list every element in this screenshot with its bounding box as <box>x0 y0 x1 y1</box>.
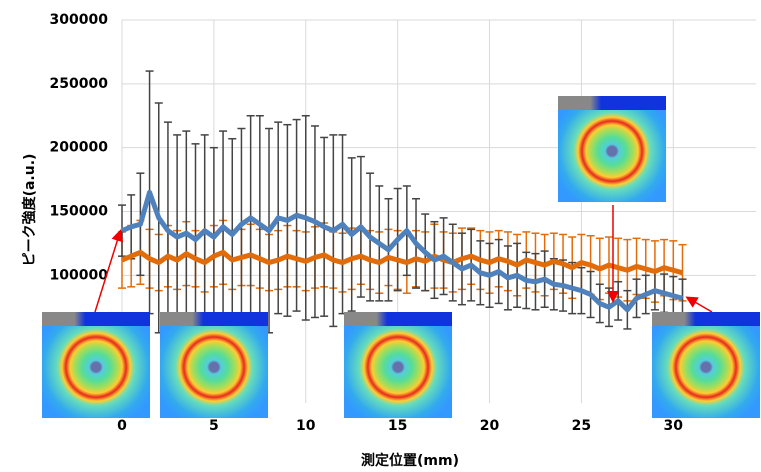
arrows <box>0 0 761 472</box>
arrow <box>688 298 712 312</box>
page: ピーク強度(a.u.) 測定位置(mm) 1000001500002000002… <box>0 0 761 472</box>
arrow <box>95 232 120 312</box>
